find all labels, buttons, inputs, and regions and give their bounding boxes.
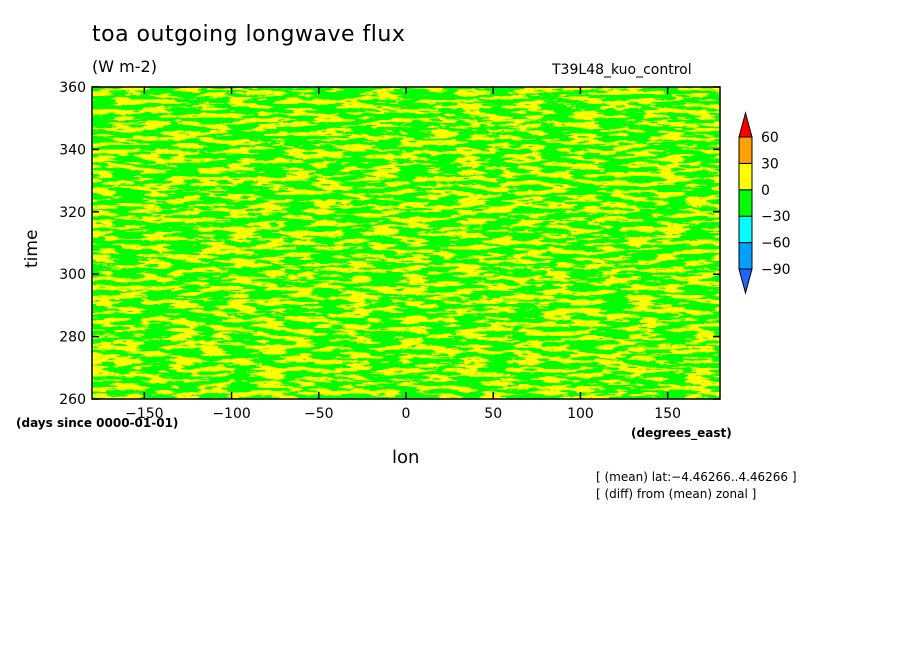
x-tick-label: −50 — [304, 406, 334, 422]
colorbar-label: −30 — [761, 209, 791, 225]
run-name: T39L48_kuo_control — [552, 62, 692, 78]
colorbar-bin — [738, 215, 753, 244]
colorbar-bin — [738, 242, 753, 270]
colorbar: −90 −60 −30 0 30 60 — [738, 111, 791, 295]
y-axis-units: (days since 0000-01-01) — [16, 416, 179, 430]
colorbar-bin — [738, 136, 753, 164]
chart-units: (W m-2) — [92, 57, 157, 76]
x-tick-label: 150 — [654, 406, 681, 422]
chart-title: toa outgoing longwave flux — [92, 22, 406, 47]
y-tick-label: 320 — [59, 205, 86, 221]
y-tick-label: 280 — [59, 330, 86, 346]
colorbar-bin — [738, 162, 753, 191]
x-axis-label: lon — [392, 447, 420, 468]
colorbar-label: −60 — [761, 236, 791, 252]
y-tick-label: 300 — [59, 267, 86, 283]
colorbar-bin — [738, 111, 753, 138]
colorbar-label: 30 — [761, 156, 779, 172]
colorbar-bin — [738, 268, 753, 295]
hovmoller-field — [92, 87, 720, 399]
x-axis-units: (degrees_east) — [631, 426, 732, 440]
y-tick-label: 360 — [59, 80, 86, 96]
colorbar-bin — [738, 189, 753, 217]
y-axis: 260 280 300 320 340 360 — [59, 80, 720, 408]
x-tick-label: 50 — [484, 406, 502, 422]
colorbar-label: 60 — [761, 130, 779, 146]
x-tick-label: −100 — [212, 406, 250, 422]
note-diff-zonal: [ (diff) from (mean) zonal ] — [596, 487, 757, 501]
colorbar-label: −90 — [761, 262, 791, 278]
y-tick-label: 260 — [59, 392, 86, 408]
colorbar-label: 0 — [761, 183, 770, 199]
x-tick-label: −150 — [125, 406, 163, 422]
x-tick-label: 100 — [567, 406, 594, 422]
x-axis: −150 −100 −50 0 50 100 150 — [125, 87, 681, 422]
x-tick-label: 0 — [402, 406, 411, 422]
y-tick-label: 340 — [59, 142, 86, 158]
note-mean-lat: [ (mean) lat:−4.46266..4.46266 ] — [596, 470, 797, 484]
